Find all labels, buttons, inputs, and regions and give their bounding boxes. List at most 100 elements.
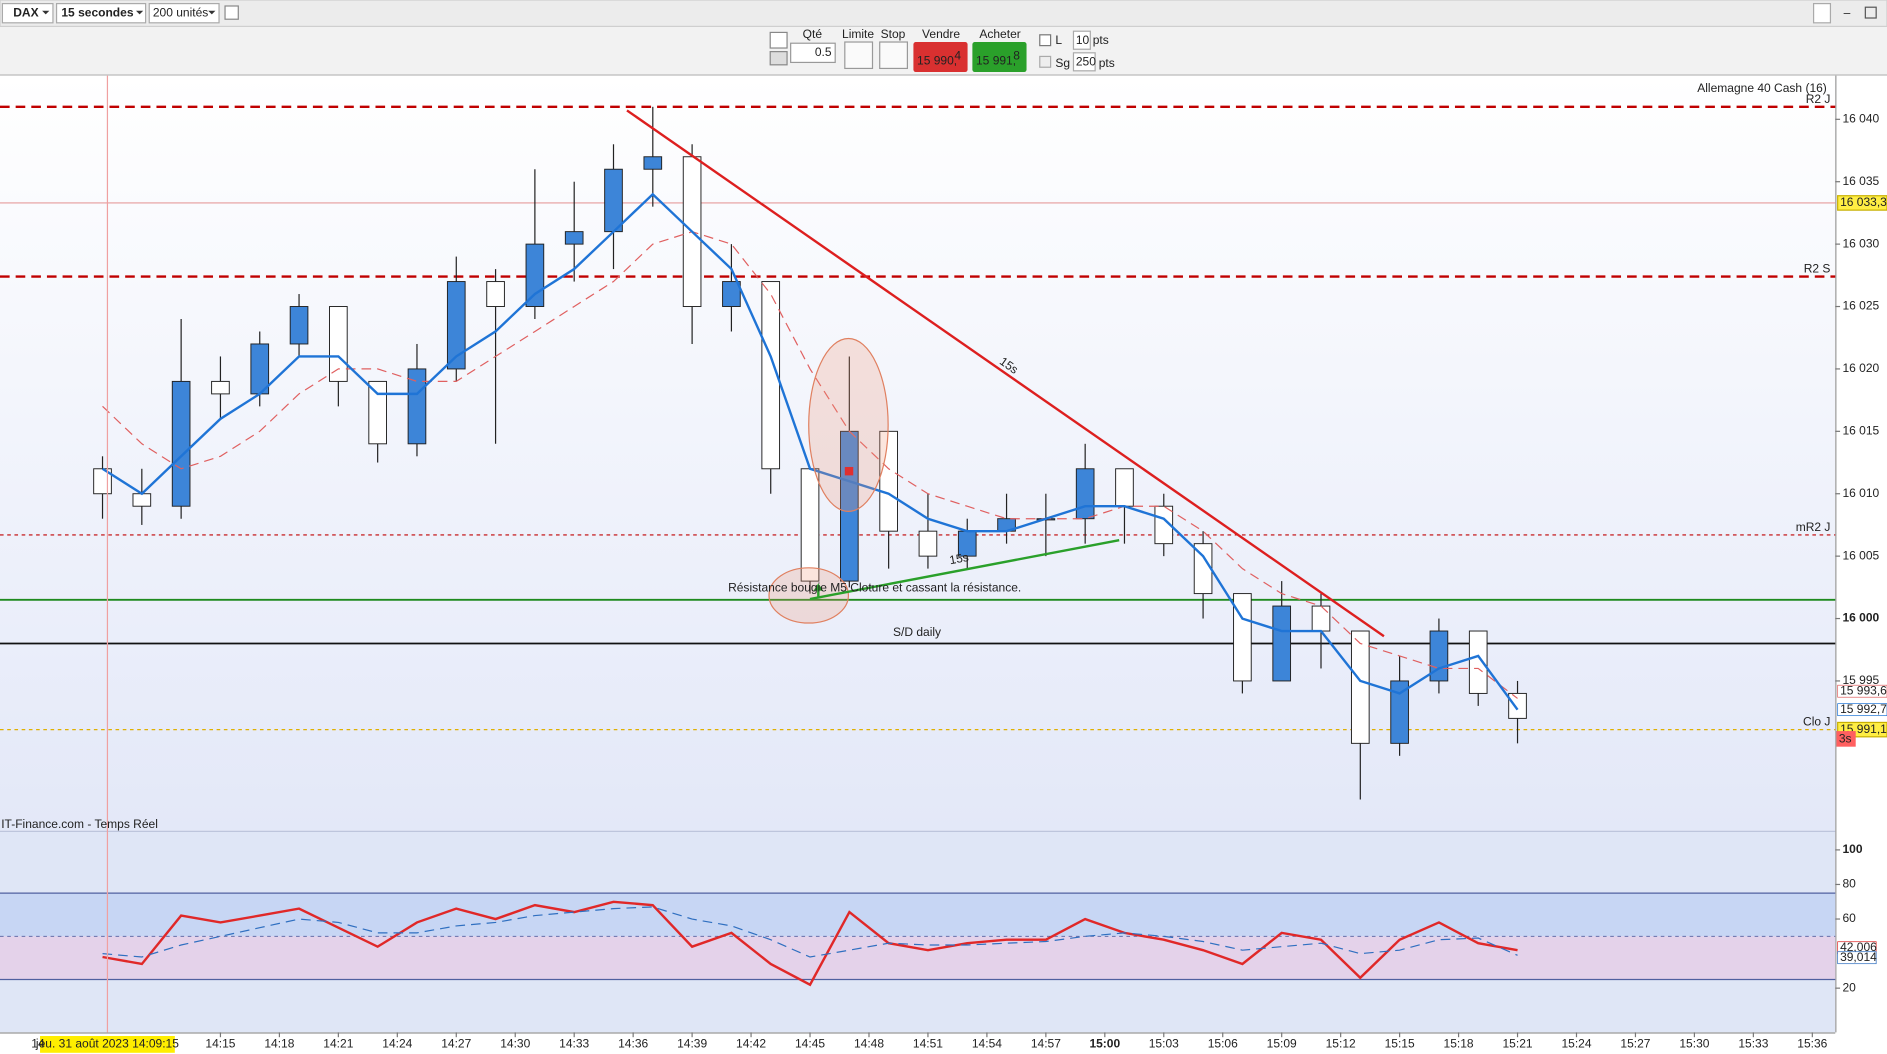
sell-pips: 4	[954, 49, 961, 63]
level-name: R2 J	[1806, 92, 1831, 106]
x-tick-label: 14:36	[618, 1037, 648, 1051]
sg-input[interactable]	[1072, 52, 1096, 72]
tool-button[interactable]	[769, 31, 788, 49]
x-tick-label: 14:48	[854, 1037, 884, 1051]
candle-body	[1508, 692, 1527, 719]
candle-body	[1311, 605, 1331, 632]
dropdown[interactable]	[148, 3, 220, 24]
l-input[interactable]	[1072, 30, 1091, 50]
x-tick-label: 15:33	[1738, 1037, 1768, 1051]
rsi-label: 39,014	[1840, 950, 1877, 964]
price-panel	[0, 75, 1836, 831]
candle-body	[171, 380, 191, 507]
x-tick-label: 14:51	[913, 1037, 943, 1051]
candle-body	[1350, 630, 1370, 744]
toolbar-top	[0, 0, 1887, 28]
x-tick-label: 15:36	[1797, 1037, 1827, 1051]
buy-label: Acheter	[979, 27, 1020, 41]
x-tick-label: 14:27	[441, 1037, 471, 1051]
candle-body	[486, 281, 505, 308]
sg-value: 250	[1076, 55, 1096, 69]
buy-pips: 8	[1013, 49, 1020, 63]
l-value: 10	[1076, 33, 1090, 47]
qty-input[interactable]	[790, 42, 836, 64]
x-tick-label: 15:12	[1326, 1037, 1356, 1051]
l-label: L	[1055, 33, 1062, 47]
candle-body	[1115, 468, 1134, 507]
x-axis-area	[0, 1032, 1887, 1054]
candle-body	[564, 231, 584, 245]
minimize[interactable]: –	[1844, 5, 1851, 19]
y-tick-label: 16 005	[1842, 548, 1879, 562]
x-tick-label: 14:30	[500, 1037, 530, 1051]
keyboard-button[interactable]	[769, 51, 788, 66]
checkbox[interactable]	[1039, 34, 1052, 47]
y-tick-label: 100	[1842, 842, 1862, 856]
qty-label: Qté	[803, 27, 823, 41]
buy-button[interactable]	[972, 42, 1027, 73]
band-upper	[0, 893, 1836, 937]
limit-label: Limite	[842, 27, 874, 41]
ma-label-box	[1837, 684, 1887, 698]
candle-body	[525, 243, 545, 308]
x-tick-label: 14:15	[205, 1037, 235, 1051]
x-tick-label: 15:06	[1208, 1037, 1238, 1051]
dropdown[interactable]	[1, 3, 54, 24]
refresh-button[interactable]	[1812, 3, 1832, 24]
x-tick-label: 15:30	[1679, 1037, 1709, 1051]
source: IT-Finance.com - Temps Réel	[1, 817, 158, 831]
limit-button[interactable]	[844, 41, 874, 70]
drawings: Résistance bougie M5 Cloture et cassant …	[1, 81, 1856, 1051]
level-label: 16 033,3	[1840, 195, 1887, 209]
candle-body	[289, 306, 309, 345]
dropdown[interactable]	[55, 3, 147, 24]
y-tick-label: 16 035	[1842, 174, 1879, 188]
x-tick-label: 14:57	[1031, 1037, 1061, 1051]
level-name: R2 S	[1804, 262, 1831, 276]
candle-body	[132, 493, 152, 507]
sell-marker	[844, 466, 854, 476]
ma-label: 15 993,6	[1840, 683, 1887, 697]
level-name: mR2 J	[1796, 520, 1831, 534]
y-tick-label: 80	[1842, 877, 1856, 891]
candle-body	[800, 468, 820, 582]
candle-body	[368, 380, 387, 445]
candle-body	[1468, 630, 1488, 694]
candle-body	[722, 281, 741, 308]
y-tick-label: 16 030	[1842, 236, 1879, 250]
candle-body	[761, 281, 781, 470]
y-tick-label: 16 040	[1842, 111, 1879, 125]
stop-button[interactable]	[879, 41, 908, 70]
moving-average	[102, 231, 1518, 699]
stop-label: Stop	[881, 27, 906, 41]
y-axis-area	[1835, 75, 1887, 1033]
rsi-label: 42,006	[1840, 940, 1877, 954]
x-tick-label: 14:24	[382, 1037, 412, 1051]
maximize[interactable]	[1864, 6, 1877, 19]
rsi-layer	[0, 892, 1836, 987]
x-tick-label: 15:00	[1089, 1037, 1120, 1051]
cursor-label-box	[40, 1035, 175, 1053]
y-tick-label: 60	[1842, 911, 1856, 925]
moving-average	[101, 192, 1519, 711]
sg-unit: pts	[1099, 56, 1115, 70]
checkbox[interactable]	[1039, 55, 1052, 68]
info-button[interactable]	[224, 5, 239, 20]
candle-body	[211, 380, 230, 395]
y-tick-label: 16 000	[1842, 611, 1879, 625]
sell-button[interactable]	[913, 42, 968, 73]
ma-label-box	[1837, 703, 1887, 717]
sell-price: 15 990,	[917, 53, 957, 67]
y-tick-label: 20	[1842, 980, 1856, 994]
caret	[42, 10, 50, 15]
countdown: 3s	[1839, 732, 1852, 746]
trendline	[809, 539, 1120, 601]
level-label-box	[1837, 195, 1887, 211]
interval: 15 secondes	[61, 5, 133, 19]
candle-body	[407, 368, 427, 445]
highlight-ellipse	[808, 337, 889, 512]
l-unit: pts	[1093, 33, 1109, 47]
candle-body	[918, 530, 938, 557]
